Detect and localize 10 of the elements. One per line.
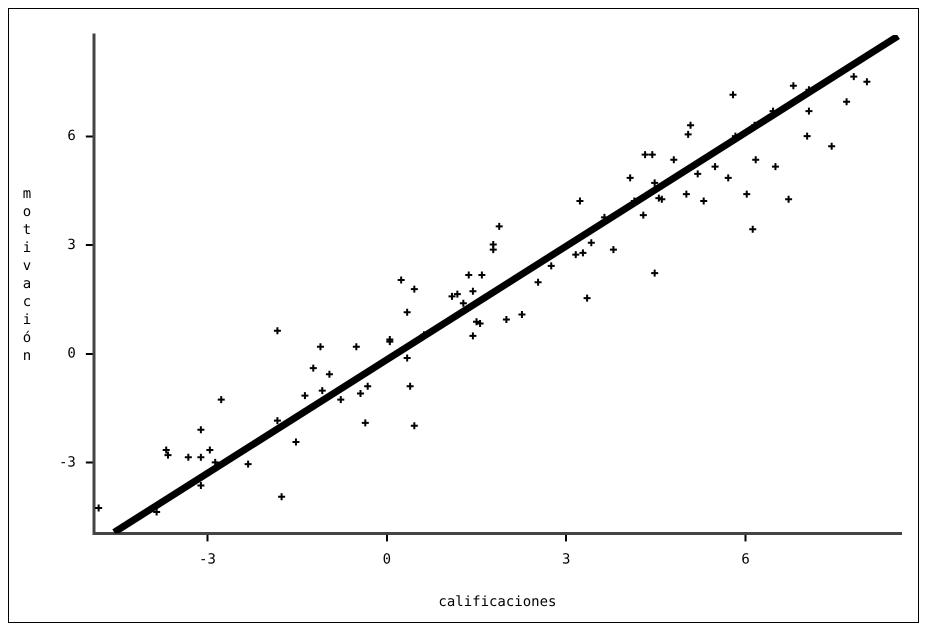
y-tick-label: 0: [67, 346, 76, 362]
y-tick-label: 3: [67, 236, 76, 253]
y-axis-title: motivación: [19, 186, 35, 366]
y-tick-label: 6: [67, 128, 76, 144]
y-tick-label: -3: [59, 454, 76, 470]
x-tick-label: -3: [199, 551, 216, 568]
x-tick-label: 0: [382, 551, 392, 568]
x-axis-title: calificaciones: [438, 594, 556, 610]
x-tick-label: 6: [741, 551, 750, 568]
x-tick-label: 3: [562, 551, 570, 568]
